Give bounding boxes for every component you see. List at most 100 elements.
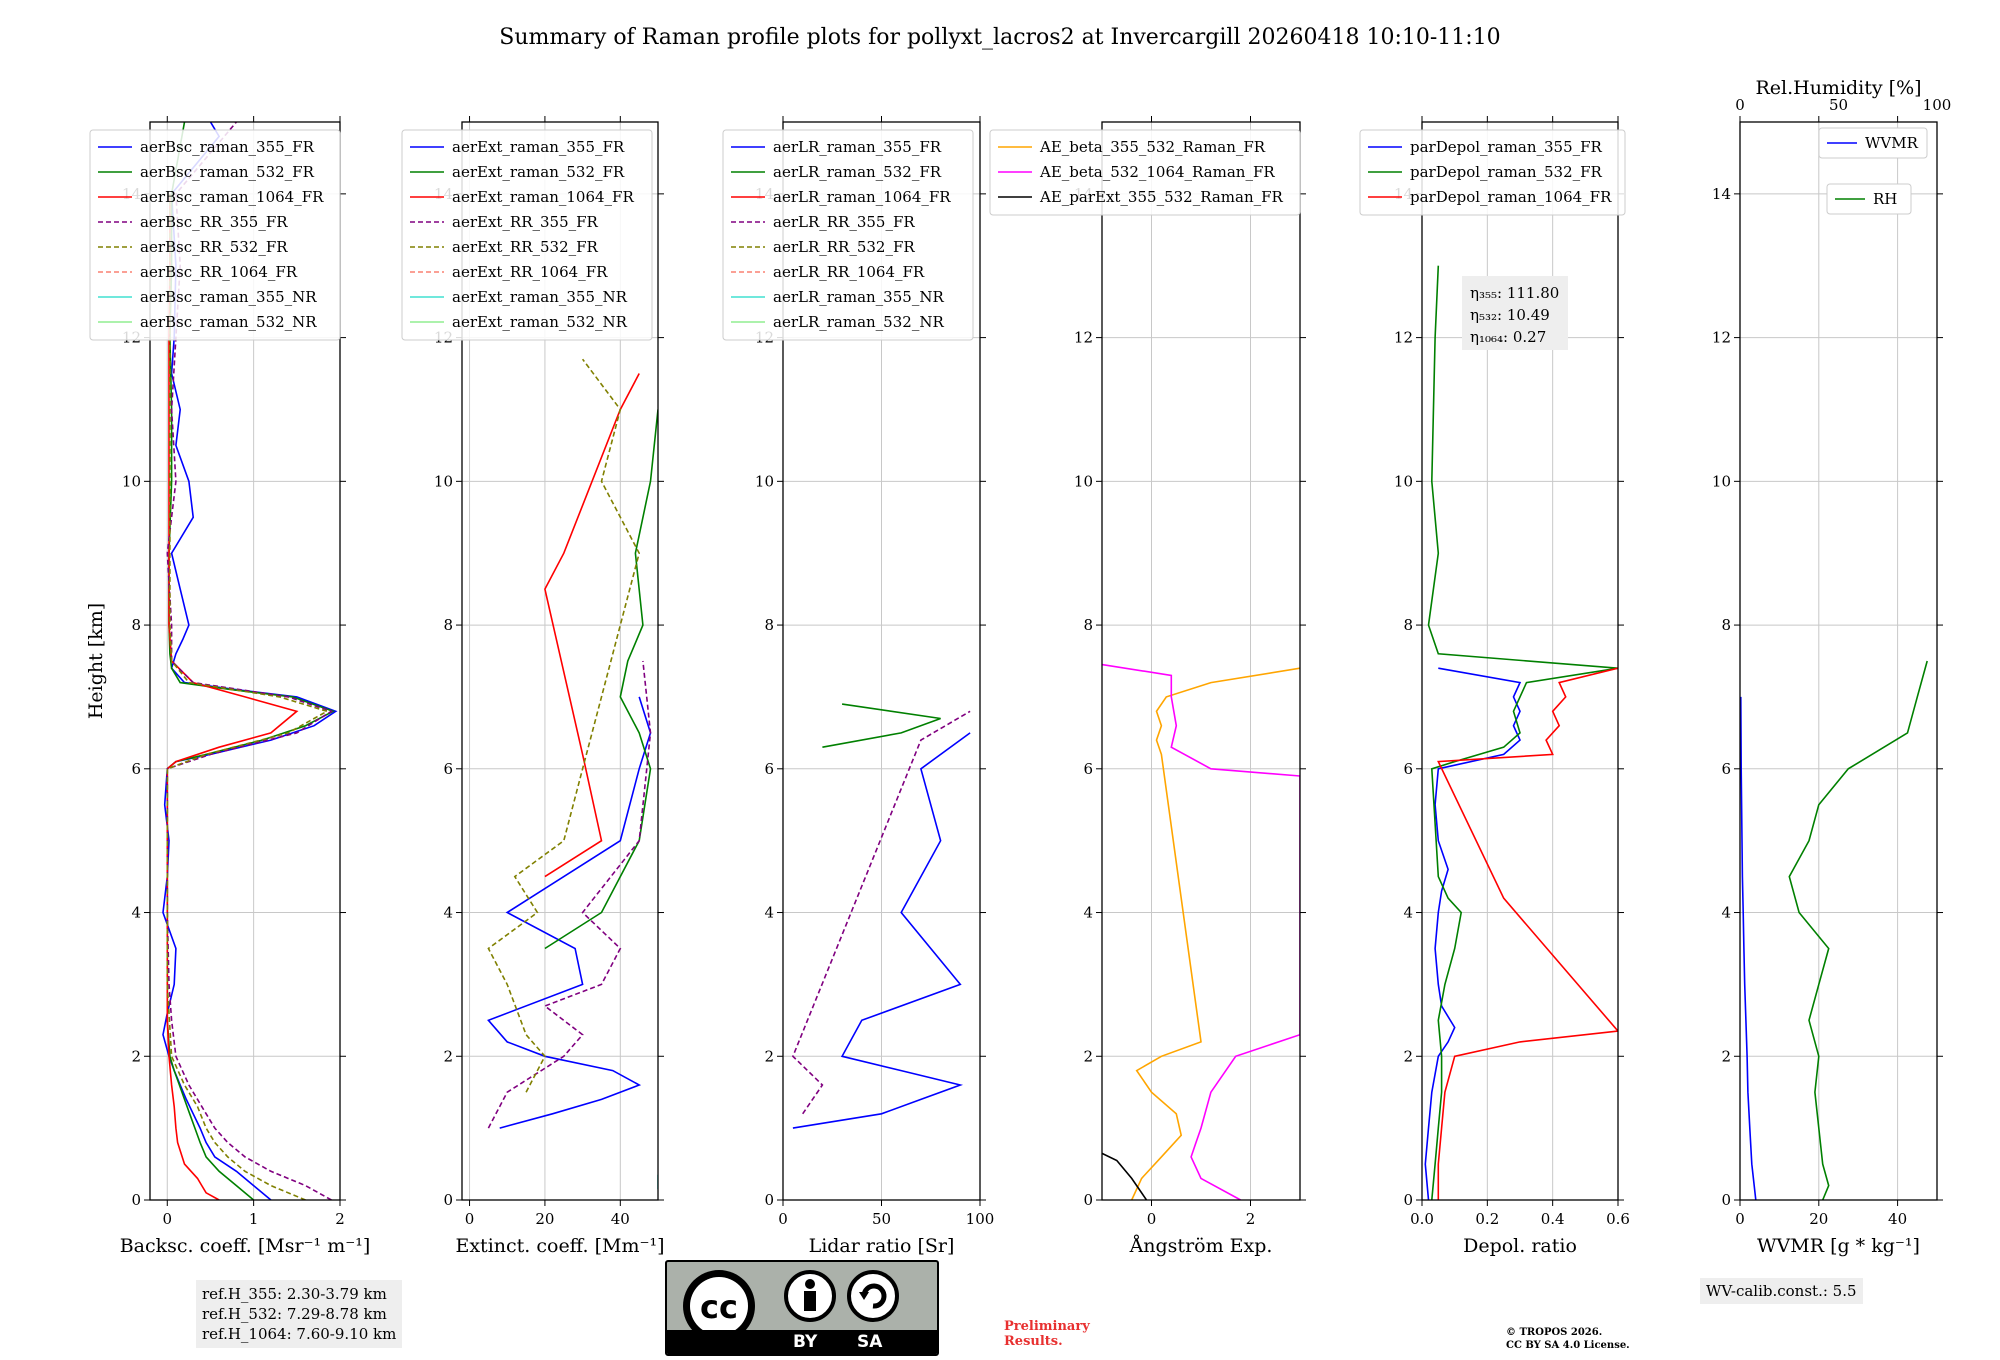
- y-tick-label: 14: [1712, 185, 1731, 203]
- y-tick-label: 0: [1721, 1191, 1731, 1209]
- y-tick-label: 8: [443, 616, 453, 634]
- axes-frame: [461, 121, 659, 1201]
- y-tick-label: 0: [1083, 1191, 1093, 1209]
- legend-ext: aerExt_raman_355_FR aerExt_raman_532_FRae…: [401, 129, 653, 341]
- series-line-aerExt_raman_355_FR: [487, 696, 652, 1129]
- series-line-WVMR: [1740, 696, 1757, 1200]
- series-line-AE_beta_532_1064_Raman_FR: [1102, 663, 1300, 1200]
- series-group-bsc: [162, 122, 338, 1200]
- series-line-aerExt_RR_532_FR: [487, 358, 641, 1093]
- legend-lr: aerLR_raman_355_FR aerLR_raman_532_FR aerL…: [722, 129, 974, 341]
- legend-entry: aerExt_RR_1064_FR: [452, 263, 608, 281]
- series-line-aerLR_raman_355_FR: [792, 732, 971, 1129]
- top-x-tick-label: 50: [1829, 96, 1848, 114]
- y-tick-label: 0: [443, 1191, 453, 1209]
- series-line-parDepol_raman_1064_FR: [1437, 667, 1618, 1200]
- y-tick-label: 10: [755, 472, 774, 490]
- y-tick-label: 6: [1083, 760, 1093, 778]
- svg-text:cc: cc: [700, 1288, 738, 1326]
- x-tick-label: 0: [1735, 1210, 1745, 1228]
- series-line-RH: [1788, 660, 1928, 1200]
- preliminary-results-note: Preliminary Results.: [1004, 1319, 1090, 1349]
- axes-frame: [1421, 121, 1619, 1201]
- series-group-lr: [791, 703, 971, 1129]
- legend-ae: AE_beta_355_532_Raman_FR AE_beta_532_1064…: [989, 129, 1301, 216]
- legend-entry: aerExt_raman_355_NR: [452, 288, 628, 306]
- x-tick-label: 0.2: [1475, 1210, 1499, 1228]
- y-tick-label: 10: [122, 472, 141, 490]
- x-tick-label: 0.6: [1606, 1210, 1630, 1228]
- y-tick-label: 2: [1083, 1047, 1093, 1065]
- legend-entry: AE_beta_532_1064_Raman_FR: [1039, 163, 1275, 181]
- panel-wv: 0 2 4 6 8 10 12 14 0 20 40 WVMR [g * kg⁻¹] 0 50 100Rel…: [1712, 77, 1951, 1257]
- series-line-aerBsc_RR_532_FR: [166, 193, 330, 1200]
- legend-entry: aerExt_RR_355_FR: [452, 213, 599, 231]
- x-tick-label: 0.4: [1541, 1210, 1565, 1228]
- legend-entry: aerLR_RR_532_FR: [773, 238, 915, 256]
- top-axis-label: Rel.Humidity [%]: [1755, 77, 1921, 99]
- x-axis-label: Depol. ratio: [1463, 1235, 1577, 1257]
- series-line-AE_beta_355_532_Raman_FR: [1130, 667, 1300, 1200]
- x-tick-label: 50: [872, 1210, 891, 1228]
- legend-entry: aerBsc_RR_1064_FR: [140, 263, 298, 281]
- y-tick-label: 6: [1721, 760, 1731, 778]
- legend-wvmr: WVMR: [1818, 127, 1928, 159]
- y-tick-label: 4: [1083, 904, 1093, 922]
- y-tick-label: 8: [131, 616, 141, 634]
- legend-entry: aerExt_raman_532_NR: [452, 313, 628, 331]
- top-x-tick-label: 100: [1923, 96, 1952, 114]
- x-tick-label: 1: [249, 1210, 259, 1228]
- legend-entry: AE_parExt_355_532_Raman_FR: [1039, 188, 1284, 206]
- x-tick-label: 0.0: [1410, 1210, 1434, 1228]
- y-tick-label: 12: [1712, 329, 1731, 347]
- ref-height-355: ref.H_355: 2.30-3.79 km: [202, 1285, 387, 1303]
- series-group-dep: [1424, 265, 1618, 1200]
- x-tick-label: 100: [966, 1210, 995, 1228]
- legend-entry: aerBsc_raman_355_FR: [140, 138, 315, 156]
- y-tick-label: 0: [131, 1191, 141, 1209]
- y-tick-label: 0: [764, 1191, 774, 1209]
- legend-entry: aerExt_raman_532_FR: [452, 163, 625, 181]
- x-tick-label: 20: [1809, 1210, 1828, 1228]
- panel-ae: 0246810121402Ångström Exp.AE_beta_355_53…: [989, 116, 1306, 1257]
- y-tick-label: 4: [764, 904, 774, 922]
- eta-value: η₁₀₆₄: 0.27: [1470, 328, 1546, 346]
- series-line-aerExt_raman_532_FR: [544, 409, 658, 950]
- y-tick-label: 12: [1074, 329, 1093, 347]
- legend-rh: RH: [1826, 183, 1912, 215]
- series-group-ae: [1102, 663, 1300, 1200]
- legend-bsc: aerBsc_raman_355_FR aerBsc_raman_532_FRae…: [89, 129, 341, 341]
- series-line-aerLR_raman_532_FR: [822, 703, 941, 748]
- copyright-line: © TROPOS 2026.: [1506, 1327, 1603, 1338]
- y-axis-label: Height [km]: [85, 603, 107, 719]
- y-tick-label: 8: [1083, 616, 1093, 634]
- wv-calibration-box: WV-calib.const.: 5.5: [1700, 1278, 1863, 1304]
- x-tick-label: 2: [1246, 1210, 1256, 1228]
- y-tick-label: 8: [764, 616, 774, 634]
- y-tick-label: 10: [1712, 472, 1731, 490]
- y-tick-label: 2: [443, 1047, 453, 1065]
- legend-dep: parDepol_raman_355_FR parDepol_raman_532_…: [1359, 129, 1626, 216]
- x-tick-label: 0: [778, 1210, 788, 1228]
- y-tick-label: 6: [764, 760, 774, 778]
- x-axis-label: Lidar ratio [Sr]: [809, 1235, 955, 1257]
- eta-annotation: η₃₅₅: 111.80 η₅₃₂: 10.49 η₁₀₆₄: 0.27: [1462, 276, 1568, 350]
- series-group-ext: [487, 358, 658, 1190]
- legend-entry: aerBsc_RR_532_FR: [140, 238, 288, 256]
- y-tick-label: 4: [443, 904, 453, 922]
- panel-bsc: 02468101214012Backsc. coeff. [Msr⁻¹ m⁻¹]…: [85, 116, 370, 1257]
- legend-entry: aerExt_RR_532_FR: [452, 238, 599, 256]
- eta-value: η₃₅₅: 111.80: [1470, 284, 1559, 302]
- legend-entry: aerBsc_RR_355_FR: [140, 213, 288, 231]
- y-tick-label: 4: [1403, 904, 1413, 922]
- y-tick-label: 12: [1394, 329, 1413, 347]
- y-tick-label: 2: [1721, 1047, 1731, 1065]
- y-tick-label: 2: [1403, 1047, 1413, 1065]
- series-line-aerExt_RR_355_FR: [487, 660, 652, 1129]
- x-axis-label: Extinct. coeff. [Mm⁻¹]: [455, 1235, 664, 1257]
- legend-entry: aerLR_raman_355_NR: [773, 288, 944, 306]
- legend-entry: parDepol_raman_355_FR: [1410, 138, 1603, 156]
- y-tick-label: 0: [1403, 1191, 1413, 1209]
